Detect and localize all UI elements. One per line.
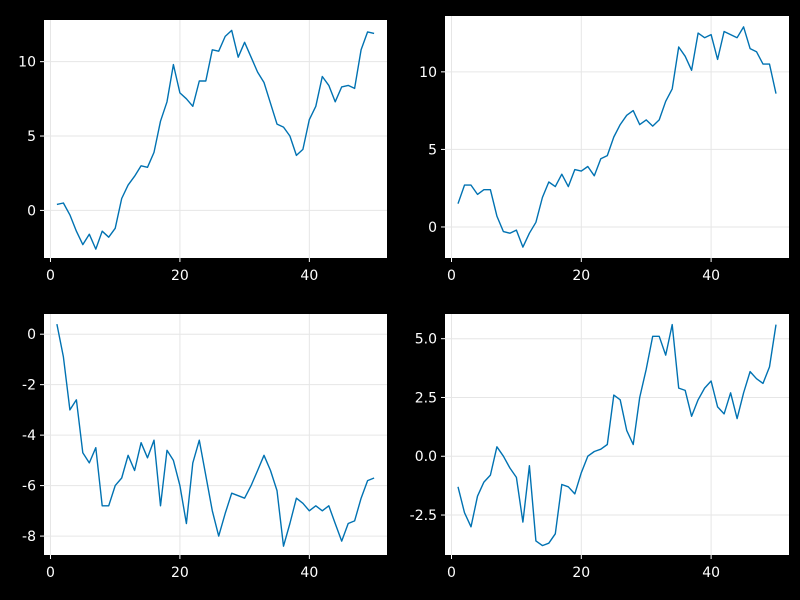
- y-tick-label: 5: [428, 142, 437, 158]
- series-line: [56, 323, 375, 547]
- plot-area: [445, 16, 789, 258]
- plot-area: [44, 20, 387, 258]
- x-tick-label: 20: [171, 565, 189, 581]
- y-tick-label: -2: [22, 378, 36, 394]
- subplot-bottom-right: 0 20 40 5.0 2.5 0.0 -2.5: [410, 314, 789, 581]
- y-tick-label: 5.0: [415, 332, 437, 348]
- plot-area: [44, 314, 387, 555]
- series-line: [457, 323, 777, 547]
- y-tick-label: 0.0: [415, 449, 437, 465]
- y-tick-label: 0: [428, 220, 437, 236]
- x-tick-label: 40: [300, 565, 318, 581]
- y-tick-label: 2.5: [415, 390, 437, 406]
- x-tick-label: 0: [447, 565, 456, 581]
- series-line: [457, 26, 777, 248]
- x-tick-label: 0: [447, 268, 456, 284]
- x-tick-label: 40: [702, 268, 720, 284]
- x-tick-label: 0: [46, 565, 55, 581]
- y-tick-label: 0: [27, 203, 36, 219]
- y-tick-label: 10: [18, 55, 36, 71]
- subplot-top-right: 0 20 40 0 5 10: [419, 16, 789, 284]
- plot-area: [445, 314, 789, 555]
- y-tick-label: 0: [27, 327, 36, 343]
- series-line: [56, 29, 375, 250]
- subplot-bottom-left: 0 20 40 0 -2 -4 -6 -8: [22, 314, 387, 581]
- x-tick-label: 0: [46, 268, 55, 284]
- y-tick-label: -4: [22, 428, 36, 444]
- x-tick-label: 40: [702, 565, 720, 581]
- x-tick-label: 20: [171, 268, 189, 284]
- y-tick-label: 10: [419, 65, 437, 81]
- y-tick-label: -2.5: [410, 508, 437, 524]
- y-tick-label: -8: [22, 529, 36, 545]
- subplot-top-left: 0 20 40 0 5 10: [18, 20, 387, 284]
- x-tick-label: 20: [572, 268, 590, 284]
- y-tick-label: 5: [27, 129, 36, 145]
- y-tick-label: -6: [22, 479, 36, 495]
- x-tick-label: 40: [300, 268, 318, 284]
- x-tick-label: 20: [572, 565, 590, 581]
